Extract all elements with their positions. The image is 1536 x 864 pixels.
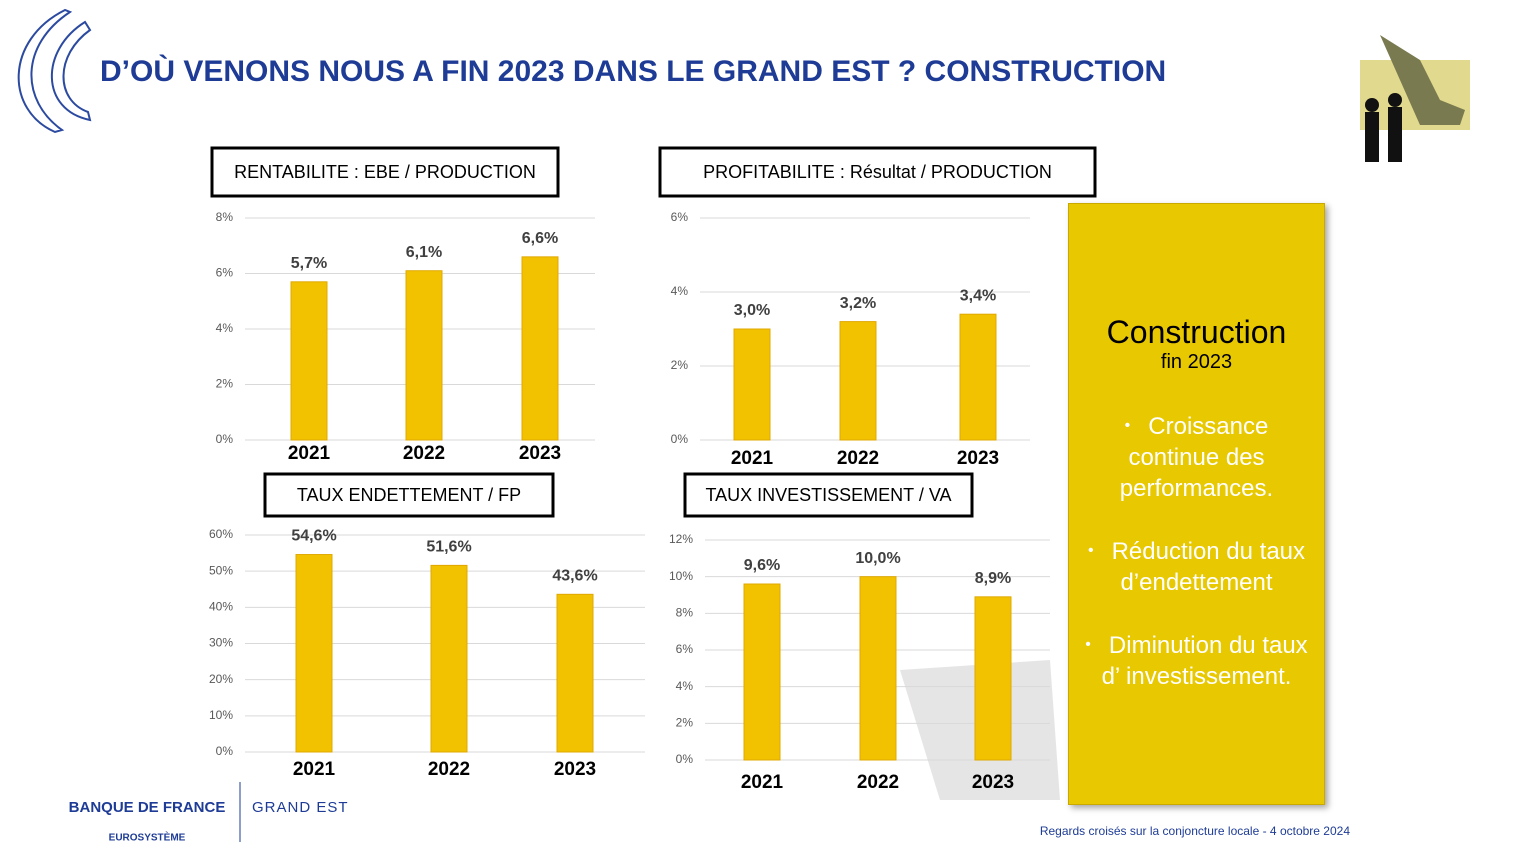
- data-label: 10,0%: [855, 550, 900, 567]
- chart-title-box: [658, 146, 1097, 198]
- x-tick-label: 2022: [837, 448, 879, 469]
- y-tick-label: 0%: [671, 432, 689, 446]
- y-tick-label: 12%: [669, 532, 693, 546]
- bar: [290, 281, 328, 441]
- y-tick-label: 8%: [216, 210, 234, 224]
- y-tick-label: 6%: [216, 266, 234, 280]
- chart-title-box: [210, 146, 560, 198]
- footer-note: Regards croisés sur la conjoncture local…: [1040, 824, 1350, 838]
- y-tick-label: 0%: [216, 432, 234, 446]
- y-tick-label: 2%: [216, 377, 234, 391]
- y-tick-label: 50%: [209, 563, 233, 577]
- y-tick-label: 4%: [671, 284, 689, 298]
- x-tick-label: 2021: [741, 772, 784, 793]
- bar: [295, 554, 333, 753]
- chart-title-box: [263, 472, 555, 518]
- x-tick-label: 2021: [288, 443, 331, 464]
- summary-bullet: Croissance continue des performances.: [1083, 410, 1310, 504]
- chart-title: RENTABILITE : EBE / PRODUCTION: [234, 162, 536, 182]
- bar: [521, 256, 559, 441]
- chart-title: PROFITABILITE : Résultat / PRODUCTION: [703, 162, 1052, 182]
- footer-logo: BANQUE DE FRANCE EUROSYSTÈME GRAND EST: [69, 782, 349, 844]
- bar: [859, 576, 897, 761]
- y-tick-label: 20%: [209, 672, 233, 686]
- y-tick-label: 40%: [209, 600, 233, 614]
- y-tick-label: 2%: [671, 358, 689, 372]
- bar: [405, 270, 443, 441]
- data-label: 5,7%: [291, 255, 327, 272]
- bar: [733, 328, 771, 441]
- data-label: 6,1%: [406, 244, 442, 261]
- x-tick-label: 2023: [554, 759, 596, 780]
- y-tick-label: 6%: [676, 642, 694, 656]
- footer-region: GRAND EST: [252, 799, 349, 816]
- data-label: 3,0%: [734, 302, 770, 319]
- y-tick-label: 8%: [676, 606, 694, 620]
- data-label: 8,9%: [975, 570, 1011, 587]
- chart-title: TAUX ENDETTEMENT / FP: [297, 485, 521, 505]
- y-tick-label: 0%: [676, 752, 694, 766]
- summary-title: Construction: [1106, 314, 1287, 350]
- bar: [743, 583, 781, 761]
- chart-title-box: [683, 472, 974, 518]
- x-tick-label: 2022: [428, 759, 470, 780]
- x-tick-label: 2023: [972, 772, 1014, 793]
- construction-illustration: [1360, 35, 1470, 162]
- y-tick-label: 2%: [676, 716, 694, 730]
- y-tick-label: 0%: [216, 744, 234, 758]
- header-logo: [17, 8, 92, 134]
- x-tick-label: 2021: [731, 448, 774, 469]
- bar: [959, 313, 997, 441]
- data-label: 54,6%: [291, 528, 336, 545]
- x-tick-label: 2022: [857, 772, 899, 793]
- summary-box: Construction fin 2023 Croissance continu…: [1068, 203, 1325, 805]
- data-label: 51,6%: [426, 539, 471, 556]
- bar: [974, 596, 1012, 761]
- y-tick-label: 4%: [676, 679, 694, 693]
- summary-bullet: Diminution du taux d’ investissement.: [1083, 629, 1310, 692]
- footer-logo-sub: EUROSYSTÈME: [109, 831, 186, 844]
- data-label: 9,6%: [744, 557, 780, 574]
- summary-list: Croissance continue des performances. Réd…: [1069, 410, 1324, 692]
- data-label: 43,6%: [552, 568, 597, 585]
- data-label: 3,4%: [960, 287, 996, 304]
- footer-logo-text: BANQUE DE FRANCE: [69, 799, 226, 816]
- slide-title: D’OÙ VENONS NOUS A FIN 2023 DANS LE GRAN…: [100, 54, 1166, 88]
- x-tick-label: 2021: [293, 759, 336, 780]
- y-tick-label: 6%: [671, 210, 689, 224]
- bar: [839, 321, 877, 441]
- summary-subtitle: fin 2023: [1160, 351, 1233, 373]
- y-tick-label: 10%: [209, 708, 233, 722]
- bar: [430, 564, 468, 753]
- data-label: 6,6%: [522, 230, 558, 247]
- data-label: 3,2%: [840, 295, 876, 312]
- x-tick-label: 2023: [519, 443, 561, 464]
- y-tick-label: 10%: [669, 569, 693, 583]
- x-tick-label: 2023: [957, 448, 999, 469]
- summary-bullet: Réduction du taux d’endettement: [1083, 535, 1310, 598]
- y-tick-label: 4%: [216, 321, 234, 335]
- y-tick-label: 60%: [209, 527, 233, 541]
- y-tick-label: 30%: [209, 636, 233, 650]
- chart-title: TAUX INVESTISSEMENT / VA: [705, 485, 951, 505]
- x-tick-label: 2022: [403, 443, 445, 464]
- bar: [556, 593, 594, 753]
